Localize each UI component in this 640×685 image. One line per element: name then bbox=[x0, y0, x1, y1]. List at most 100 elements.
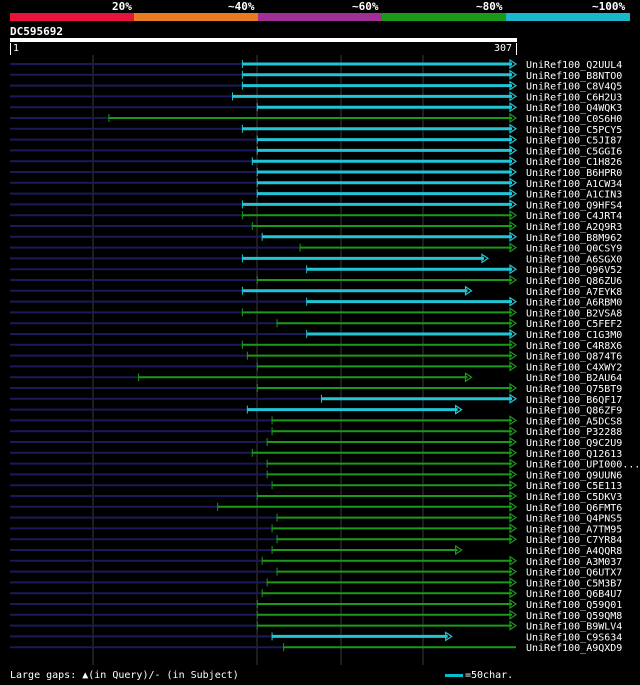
hit-label[interactable]: UniRef100_Q86ZU6 bbox=[526, 276, 622, 287]
hit-label[interactable]: UniRef100_C6H2U3 bbox=[526, 92, 622, 103]
hit-label[interactable]: UniRef100_Q6FMT6 bbox=[526, 503, 622, 514]
hit-row[interactable]: UniRef100_C5FEF2 bbox=[10, 318, 622, 330]
hit-row[interactable]: UniRef100_Q874T6 bbox=[10, 350, 622, 363]
hit-label[interactable]: UniRef100_C5E113 bbox=[526, 481, 622, 492]
hit-row[interactable]: UniRef100_A7TM95 bbox=[10, 523, 622, 535]
hit-label[interactable]: UniRef100_C1G3M0 bbox=[526, 330, 622, 341]
hit-row[interactable]: UniRef100_Q96V52 bbox=[10, 264, 622, 276]
hit-label[interactable]: UniRef100_B9WLV4 bbox=[526, 622, 622, 633]
hit-label[interactable]: UniRef100_B6HPR0 bbox=[526, 168, 622, 179]
hit-row[interactable]: UniRef100_A9QXD9 bbox=[10, 643, 622, 654]
hit-label[interactable]: UniRef100_C0S6H0 bbox=[526, 114, 622, 125]
hit-label[interactable]: UniRef100_A9QXD9 bbox=[526, 643, 622, 654]
hit-label[interactable]: UniRef100_Q2UUL4 bbox=[526, 60, 622, 71]
hit-row[interactable]: UniRef100_A6RBM0 bbox=[10, 296, 622, 309]
hit-row[interactable]: UniRef100_C5E113 bbox=[10, 480, 622, 492]
hit-row[interactable]: UniRef100_A6SGX0 bbox=[10, 253, 622, 265]
hit-row[interactable]: UniRef100_C0S6H0 bbox=[10, 112, 622, 125]
hit-row[interactable]: UniRef100_A3M037 bbox=[10, 555, 622, 568]
hit-row[interactable]: UniRef100_A7EYK8 bbox=[10, 285, 622, 298]
hit-label[interactable]: UniRef100_C4XWY2 bbox=[526, 362, 622, 373]
hit-row[interactable]: UniRef100_C5DKV3 bbox=[10, 490, 622, 503]
hit-label[interactable]: UniRef100_C4R8X6 bbox=[526, 341, 622, 352]
hit-row[interactable]: UniRef100_A2Q9R3 bbox=[10, 220, 622, 233]
hit-label[interactable]: UniRef100_C9S634 bbox=[526, 632, 622, 643]
hit-label[interactable]: UniRef100_B2VSA8 bbox=[526, 308, 622, 319]
hit-row[interactable]: UniRef100_Q9C2U9 bbox=[10, 436, 622, 449]
hit-row[interactable]: UniRef100_Q12613 bbox=[10, 447, 622, 460]
hit-label[interactable]: UniRef100_Q59Q01 bbox=[526, 600, 622, 611]
hit-label[interactable]: UniRef100_Q9C2U9 bbox=[526, 438, 622, 449]
hit-label[interactable]: UniRef100_A2Q9R3 bbox=[526, 222, 622, 233]
hit-row[interactable]: UniRef100_Q4WQK3 bbox=[10, 102, 622, 114]
hit-label[interactable]: UniRef100_A6RBM0 bbox=[526, 298, 622, 309]
hit-row[interactable]: UniRef100_A5DCS8 bbox=[10, 415, 622, 427]
hit-label[interactable]: UniRef100_Q59QM8 bbox=[526, 611, 622, 622]
hit-row[interactable]: UniRef100_Q9HFS4 bbox=[10, 199, 622, 211]
hit-label[interactable]: UniRef100_C5PCY5 bbox=[526, 125, 622, 136]
hit-row[interactable]: UniRef100_C7YR84 bbox=[10, 534, 622, 546]
hit-label[interactable]: UniRef100_A6SGX0 bbox=[526, 254, 622, 265]
hit-label[interactable]: UniRef100_Q4PNS5 bbox=[526, 514, 622, 525]
hit-row[interactable]: UniRef100_C4JRT4 bbox=[10, 210, 622, 222]
hit-row[interactable]: UniRef100_Q2UUL4 bbox=[10, 58, 622, 71]
hit-row[interactable]: UniRef100_B8NTO0 bbox=[10, 69, 622, 82]
hit-label[interactable]: UniRef100_Q12613 bbox=[526, 449, 622, 460]
hit-row[interactable]: UniRef100_C5JI87 bbox=[10, 134, 622, 147]
hit-label[interactable]: UniRef100_C5DKV3 bbox=[526, 492, 622, 503]
hit-row[interactable]: UniRef100_Q0CSY9 bbox=[10, 242, 622, 255]
hit-label[interactable]: UniRef100_A1CIN3 bbox=[526, 190, 622, 201]
hit-label[interactable]: UniRef100_C4JRT4 bbox=[526, 211, 622, 222]
hit-label[interactable]: UniRef100_A1CW34 bbox=[526, 179, 622, 190]
hit-label[interactable]: UniRef100_C5GGI6 bbox=[526, 146, 622, 157]
hit-label[interactable]: UniRef100_C5M3B7 bbox=[526, 578, 622, 589]
hit-label[interactable]: UniRef100_UPI000... bbox=[526, 460, 640, 471]
hit-label[interactable]: UniRef100_B8M962 bbox=[526, 233, 622, 244]
hit-label[interactable]: UniRef100_P32288 bbox=[526, 427, 622, 438]
hit-row[interactable]: UniRef100_P32288 bbox=[10, 426, 622, 438]
hit-row[interactable]: UniRef100_Q9UUN6 bbox=[10, 469, 622, 481]
hit-row[interactable]: UniRef100_B9WLV4 bbox=[10, 620, 622, 633]
hit-label[interactable]: UniRef100_A7EYK8 bbox=[526, 287, 622, 298]
hit-row[interactable]: UniRef100_Q86ZF9 bbox=[10, 404, 622, 417]
hit-row[interactable]: UniRef100_C6H2U3 bbox=[10, 91, 622, 103]
hit-label[interactable]: UniRef100_Q9UUN6 bbox=[526, 470, 622, 481]
hit-label[interactable]: UniRef100_Q96V52 bbox=[526, 265, 622, 276]
hit-row[interactable]: UniRef100_B2VSA8 bbox=[10, 307, 622, 319]
hit-label[interactable]: UniRef100_Q9HFS4 bbox=[526, 200, 622, 211]
hit-row[interactable]: UniRef100_Q6UTX7 bbox=[10, 566, 622, 579]
hit-label[interactable]: UniRef100_Q86ZF9 bbox=[526, 406, 622, 417]
hit-label[interactable]: UniRef100_C5FEF2 bbox=[526, 319, 622, 330]
hit-row[interactable]: UniRef100_Q86ZU6 bbox=[10, 274, 622, 287]
hit-row[interactable]: UniRef100_B8M962 bbox=[10, 231, 622, 244]
hit-row[interactable]: UniRef100_C9S634 bbox=[10, 631, 622, 643]
hit-row[interactable]: UniRef100_Q75BT9 bbox=[10, 382, 622, 395]
hit-label[interactable]: UniRef100_B6QF17 bbox=[526, 395, 622, 406]
hit-row[interactable]: UniRef100_C5M3B7 bbox=[10, 577, 622, 589]
hit-label[interactable]: UniRef100_C1H826 bbox=[526, 157, 622, 168]
hit-label[interactable]: UniRef100_A5DCS8 bbox=[526, 416, 622, 427]
hit-row[interactable]: UniRef100_Q59QM8 bbox=[10, 609, 622, 622]
hit-label[interactable]: UniRef100_B8NTO0 bbox=[526, 71, 622, 82]
hit-row[interactable]: UniRef100_B2AU64 bbox=[10, 372, 622, 384]
hit-label[interactable]: UniRef100_C8V4Q5 bbox=[526, 82, 622, 93]
hit-row[interactable]: UniRef100_C4R8X6 bbox=[10, 339, 622, 352]
hit-row[interactable]: UniRef100_A4QQR8 bbox=[10, 544, 622, 557]
hit-label[interactable]: UniRef100_Q6B4U7 bbox=[526, 589, 622, 600]
hit-row[interactable]: UniRef100_B6HPR0 bbox=[10, 166, 622, 179]
hit-row[interactable]: UniRef100_C5PCY5 bbox=[10, 123, 622, 136]
hit-row[interactable]: UniRef100_Q59Q01 bbox=[10, 598, 622, 611]
hit-label[interactable]: UniRef100_Q6UTX7 bbox=[526, 568, 622, 579]
hit-label[interactable]: UniRef100_Q75BT9 bbox=[526, 384, 622, 395]
hit-row[interactable]: UniRef100_UPI000... bbox=[10, 458, 640, 471]
hit-row[interactable]: UniRef100_A1CW34 bbox=[10, 177, 622, 190]
hit-row[interactable]: UniRef100_C5GGI6 bbox=[10, 145, 622, 157]
hit-row[interactable]: UniRef100_B6QF17 bbox=[10, 393, 622, 406]
hit-row[interactable]: UniRef100_C1H826 bbox=[10, 156, 622, 168]
hit-row[interactable]: UniRef100_C1G3M0 bbox=[10, 328, 622, 341]
hit-label[interactable]: UniRef100_C5JI87 bbox=[526, 136, 622, 147]
hit-label[interactable]: UniRef100_C7YR84 bbox=[526, 535, 622, 546]
hit-label[interactable]: UniRef100_Q0CSY9 bbox=[526, 244, 622, 255]
hit-label[interactable]: UniRef100_A7TM95 bbox=[526, 524, 622, 535]
hit-label[interactable]: UniRef100_Q874T6 bbox=[526, 352, 622, 363]
